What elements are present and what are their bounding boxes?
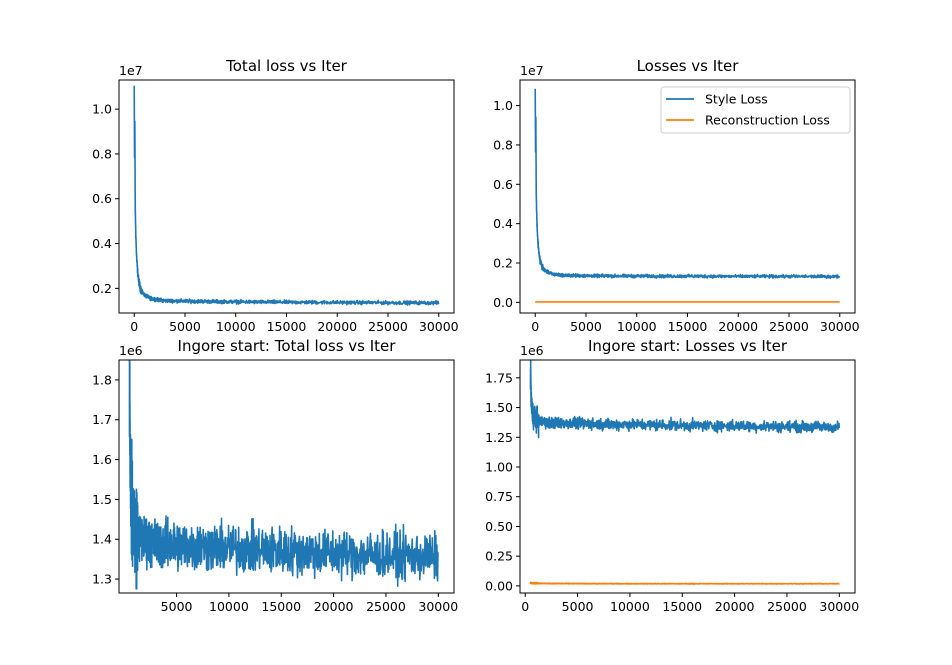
- series-line-style-loss: [534, 88, 841, 280]
- x-tick-label: 20000: [718, 319, 758, 334]
- x-tick-label: 20000: [715, 599, 755, 614]
- y-tick-label: 1.0: [92, 102, 112, 117]
- plot-title: Ingore start: Total loss vs Iter: [178, 337, 397, 355]
- legend-label: Reconstruction Loss: [705, 113, 830, 128]
- y-tick-label: 0.8: [493, 137, 513, 152]
- legend-label: Style Loss: [705, 92, 768, 107]
- series-line-reconstruction-loss: [529, 581, 840, 585]
- y-offset-label: 1e6: [520, 343, 544, 358]
- y-tick-label: 1.6: [92, 452, 112, 467]
- x-tick-label: 20000: [317, 319, 357, 334]
- x-tick-label: 25000: [769, 319, 809, 334]
- x-tick-label: 5000: [161, 599, 193, 614]
- y-offset-label: 1e7: [520, 63, 544, 78]
- y-tick-label: 0.50: [485, 519, 513, 534]
- axes-frame: [118, 359, 455, 594]
- x-tick-label: 10000: [216, 319, 256, 334]
- y-tick-label: 0.00: [485, 578, 513, 593]
- x-tick-label: 30000: [819, 599, 859, 614]
- axes-frame: [118, 79, 455, 314]
- x-tick-label: 25000: [368, 319, 408, 334]
- y-tick-label: 0.2: [493, 256, 513, 271]
- x-tick-label: 25000: [366, 599, 406, 614]
- x-tick-label: 15000: [662, 599, 702, 614]
- y-tick-label: 1.0: [493, 98, 513, 113]
- y-tick-label: 1.3: [92, 572, 112, 587]
- y-tick-label: 0.4: [92, 236, 112, 251]
- x-tick-label: 5000: [562, 599, 594, 614]
- y-tick-label: 1.7: [92, 412, 112, 427]
- y-tick-label: 0.0: [493, 295, 513, 310]
- y-tick-label: 0.6: [493, 177, 513, 192]
- series-line-style-loss: [133, 85, 440, 306]
- y-tick-label: 0.8: [92, 146, 112, 161]
- x-tick-label: 10000: [610, 599, 650, 614]
- y-tick-label: 1.5: [92, 492, 112, 507]
- x-tick-label: 30000: [418, 599, 458, 614]
- x-tick-label: 30000: [820, 319, 860, 334]
- subplot-4: 0 5000 10000 15000 20000 25000 30000 0.00 0.25 0.…: [485, 337, 859, 614]
- x-tick-label: 0: [531, 319, 539, 334]
- y-tick-label: 0.2: [92, 281, 112, 296]
- series-line-style-loss: [128, 360, 439, 590]
- x-tick-label: 20000: [314, 599, 354, 614]
- subplot-1: 0 5000 10000 15000 20000 25000 30000 0.2 0.4 0.6 0…: [92, 57, 459, 334]
- x-tick-label: 10000: [209, 599, 249, 614]
- x-tick-label: 5000: [169, 319, 201, 334]
- plot-title: Losses vs Iter: [637, 57, 740, 75]
- x-tick-label: 5000: [570, 319, 602, 334]
- x-tick-label: 10000: [617, 319, 657, 334]
- x-tick-label: 25000: [767, 599, 807, 614]
- x-tick-label: 15000: [668, 319, 708, 334]
- legend-box: [660, 86, 851, 134]
- x-tick-label: 15000: [267, 319, 307, 334]
- plot-title: Total loss vs Iter: [225, 57, 348, 75]
- axes-frame: [519, 359, 856, 594]
- subplot-2: 0 5000 10000 15000 20000 25000 30000 0.0 0.2 0.4 0…: [493, 57, 860, 334]
- y-tick-label: 0.25: [485, 549, 513, 564]
- y-tick-label: 0.75: [485, 489, 513, 504]
- y-tick-label: 1.25: [485, 430, 513, 445]
- y-offset-label: 1e6: [119, 343, 143, 358]
- x-tick-label: 0: [130, 319, 138, 334]
- legend: Style Loss Reconstruction Loss: [660, 86, 851, 134]
- y-tick-label: 0.4: [493, 216, 513, 231]
- y-tick-label: 1.8: [92, 372, 112, 387]
- subplot-3: 5000 10000 15000 20000 25000 30000 1.3 1.4 1.5 1.…: [92, 337, 458, 614]
- y-offset-label: 1e7: [119, 63, 143, 78]
- x-tick-label: 0: [521, 599, 529, 614]
- y-tick-label: 1.4: [92, 532, 112, 547]
- y-tick-label: 0.6: [92, 191, 112, 206]
- y-tick-label: 1.00: [485, 459, 513, 474]
- x-tick-label: 30000: [419, 319, 459, 334]
- y-tick-label: 1.75: [485, 370, 513, 385]
- x-tick-label: 15000: [261, 599, 301, 614]
- series-line-style-loss: [529, 360, 841, 439]
- plot-title: Ingore start: Losses vs Iter: [588, 337, 788, 355]
- y-tick-label: 1.50: [485, 400, 513, 415]
